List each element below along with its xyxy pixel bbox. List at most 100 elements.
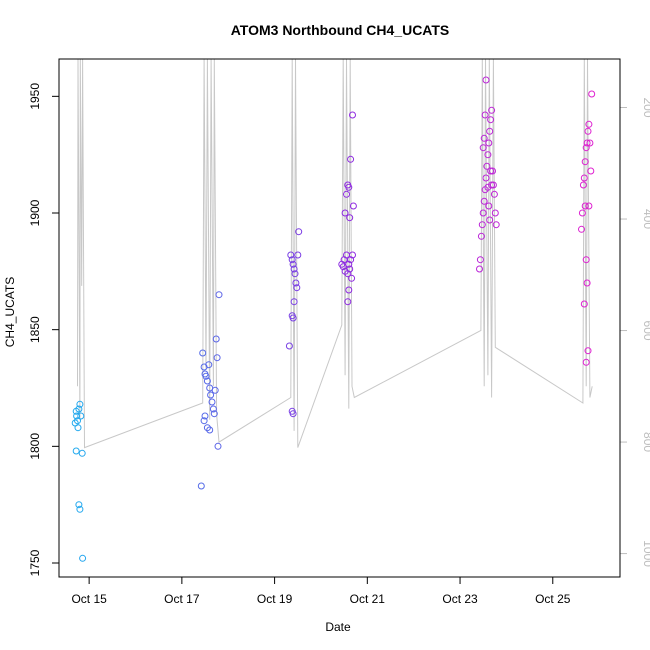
plot-frame bbox=[58, 58, 621, 578]
data-point bbox=[339, 263, 347, 271]
data-point bbox=[482, 174, 490, 182]
data-point bbox=[76, 505, 84, 513]
data-point bbox=[290, 265, 298, 273]
data-point bbox=[202, 372, 210, 380]
data-point bbox=[584, 347, 592, 355]
y2-tick-label: 200 bbox=[641, 97, 650, 117]
data-point bbox=[584, 127, 592, 135]
data-point bbox=[345, 260, 353, 268]
y-tick-label: 1950 bbox=[28, 83, 42, 110]
data-point bbox=[485, 202, 493, 210]
data-point bbox=[482, 76, 490, 84]
data-point bbox=[479, 144, 487, 152]
data-point bbox=[580, 300, 588, 308]
data-point bbox=[581, 202, 589, 210]
y2-tick-label: 1000 bbox=[641, 540, 650, 567]
data-point bbox=[489, 167, 496, 175]
data-point bbox=[486, 127, 494, 135]
data-point bbox=[479, 209, 487, 217]
data-point bbox=[490, 190, 498, 198]
data-point bbox=[477, 232, 485, 240]
data-point bbox=[210, 410, 218, 418]
data-point bbox=[476, 256, 484, 264]
data-point bbox=[346, 214, 354, 222]
y2-tick-label: 800 bbox=[641, 432, 650, 452]
chart-title: ATOM3 Northbound CH4_UCATS bbox=[231, 22, 450, 38]
data-point bbox=[77, 412, 85, 420]
pressure-trace-layer bbox=[77, 58, 593, 449]
data-point bbox=[344, 298, 352, 306]
data-point bbox=[206, 426, 214, 434]
data-point bbox=[341, 209, 349, 217]
data-point bbox=[73, 412, 81, 420]
data-point bbox=[203, 424, 211, 432]
data-point bbox=[290, 298, 298, 306]
data-point bbox=[76, 400, 84, 408]
data-point bbox=[344, 270, 352, 278]
pressure-line bbox=[77, 58, 593, 449]
data-point bbox=[75, 501, 83, 509]
data-point bbox=[488, 181, 496, 189]
data-point bbox=[481, 111, 489, 119]
data-point bbox=[488, 106, 496, 114]
data-point bbox=[480, 197, 488, 205]
data-point bbox=[75, 405, 83, 413]
data-points-layer bbox=[71, 76, 596, 562]
data-point bbox=[214, 442, 222, 450]
data-point bbox=[294, 251, 302, 259]
data-point bbox=[585, 202, 593, 210]
data-point bbox=[289, 410, 297, 418]
data-point bbox=[292, 279, 300, 287]
data-point bbox=[582, 358, 590, 366]
data-point bbox=[209, 405, 217, 413]
data-point bbox=[486, 216, 494, 224]
y-tick-label: 1750 bbox=[28, 549, 42, 576]
data-point bbox=[586, 139, 594, 147]
data-point bbox=[579, 181, 587, 189]
data-point bbox=[197, 482, 205, 490]
data-point bbox=[288, 256, 296, 264]
y2-tick-label: 600 bbox=[641, 321, 650, 341]
data-point bbox=[582, 256, 590, 264]
y-tick-label: 1800 bbox=[28, 433, 42, 460]
y-tick-label: 1850 bbox=[28, 316, 42, 343]
data-point bbox=[585, 120, 593, 128]
data-point bbox=[578, 225, 585, 233]
data-point bbox=[346, 265, 354, 273]
x-tick-label: Oct 17 bbox=[164, 592, 200, 606]
data-point bbox=[345, 286, 353, 294]
y2-tick-label: 400 bbox=[641, 209, 650, 229]
data-point bbox=[347, 256, 355, 264]
data-point bbox=[483, 162, 491, 170]
data-point bbox=[291, 270, 299, 278]
data-point bbox=[289, 314, 297, 322]
data-point bbox=[492, 221, 500, 229]
y-tick-label: 1900 bbox=[28, 199, 42, 226]
data-point bbox=[295, 228, 303, 236]
data-point bbox=[74, 417, 81, 425]
data-point bbox=[587, 167, 595, 175]
data-point bbox=[293, 284, 301, 292]
data-point bbox=[349, 202, 357, 210]
data-point bbox=[484, 151, 492, 159]
data-point bbox=[289, 260, 297, 268]
x-axis-label: Date bbox=[325, 620, 351, 634]
data-point bbox=[480, 134, 488, 142]
data-point bbox=[72, 447, 80, 455]
data-point bbox=[74, 424, 82, 432]
data-point bbox=[203, 377, 211, 385]
data-point bbox=[215, 291, 223, 299]
data-point bbox=[583, 279, 591, 287]
data-point bbox=[578, 209, 586, 217]
data-point bbox=[581, 158, 589, 166]
x-tick-label: Oct 25 bbox=[535, 592, 571, 606]
data-point bbox=[78, 449, 86, 457]
x-tick-label: Oct 23 bbox=[442, 592, 478, 606]
data-point bbox=[205, 361, 213, 369]
data-point bbox=[79, 554, 87, 562]
x-tick-label: Oct 15 bbox=[71, 592, 107, 606]
x-tick-label: Oct 21 bbox=[350, 592, 386, 606]
data-point bbox=[487, 116, 495, 124]
